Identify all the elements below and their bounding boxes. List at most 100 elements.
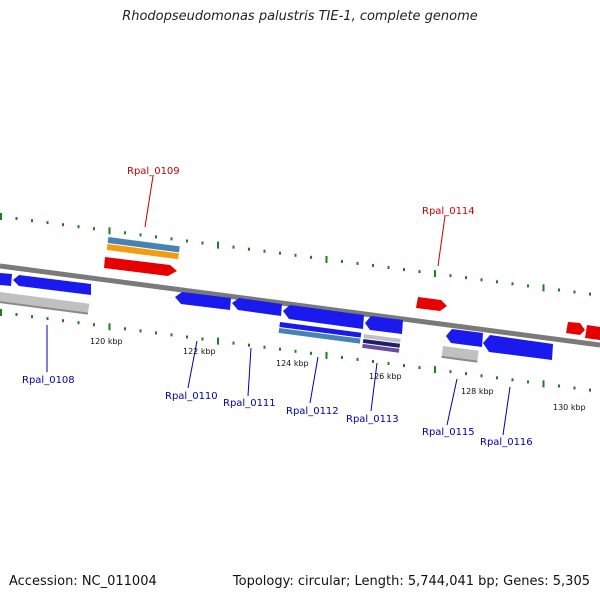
- gene-left-edge-arrow[interactable]: [0, 273, 12, 286]
- tick-mark: [403, 364, 405, 368]
- tick-mark: [496, 376, 498, 380]
- label-leaders: [46, 175, 511, 436]
- gene-label-rpal-0110[interactable]: Rpal_0110: [165, 391, 218, 402]
- feature-0108-gray-edge: [0, 300, 89, 315]
- feature-0113-navy[interactable]: [362, 338, 401, 348]
- tick-mark: [31, 315, 33, 319]
- feature-0113-gray[interactable]: [363, 334, 401, 343]
- tick-mark: [201, 337, 204, 341]
- gene-label-rpal-0111[interactable]: Rpal_0111: [223, 398, 276, 409]
- tick-label-128: 128 kbp: [461, 387, 494, 396]
- tick-mark: [46, 317, 49, 321]
- gene-right-edge-arrow-2[interactable]: [585, 325, 600, 340]
- tick-mark: [372, 360, 374, 363]
- tick-mark: [542, 284, 545, 292]
- tick-mark: [294, 253, 297, 257]
- tick-mark: [248, 247, 250, 251]
- gene-label-rpal-0116[interactable]: Rpal_0116: [480, 437, 533, 448]
- tick-mark: [201, 241, 204, 245]
- tick-mark: [232, 245, 235, 249]
- tick-mark: [170, 237, 173, 241]
- map-title: Rhodopseudomonas palustris TIE-1, comple…: [122, 9, 478, 24]
- tick-mark: [170, 333, 173, 337]
- gene-label-rpal-0115[interactable]: Rpal_0115: [422, 427, 475, 438]
- forward-features: [104, 237, 600, 340]
- gene-rpal-0109-arrow[interactable]: [104, 257, 177, 276]
- tick-mark: [77, 321, 80, 325]
- tick-mark: [108, 227, 111, 235]
- tick-mark: [527, 380, 529, 384]
- tick-mark: [0, 309, 2, 316]
- tick-mark: [62, 223, 64, 227]
- tick-mark: [558, 288, 560, 292]
- accession-text: Accession: NC_011004: [9, 574, 157, 589]
- tick-mark: [511, 378, 514, 382]
- tick-mark: [325, 255, 328, 263]
- tick-mark: [465, 372, 467, 376]
- tick-mark: [387, 266, 390, 269]
- tick-mark: [511, 282, 514, 286]
- tick-mark: [527, 284, 529, 288]
- tick-label-122: 122 kbp: [183, 347, 216, 356]
- reverse-features: [0, 273, 553, 363]
- tick-mark: [232, 341, 235, 345]
- gene-labels: Rpal_0109 Rpal_0114 Rpal_0108 Rpal_0110 …: [22, 166, 533, 448]
- tick-mark: [248, 343, 250, 347]
- feature-0109-steelblue[interactable]: [107, 237, 180, 253]
- tick-mark: [356, 261, 359, 265]
- tick-mark: [108, 323, 111, 331]
- tick-mark: [93, 323, 95, 327]
- tick-mark: [217, 241, 219, 249]
- gene-rpal-0108-arrow[interactable]: [13, 275, 91, 295]
- tick-mark: [449, 274, 452, 278]
- gene-rpal-0110-arrow[interactable]: [175, 292, 231, 310]
- gene-label-rpal-0112[interactable]: Rpal_0112: [286, 406, 339, 417]
- tick-label-130: 130 kbp: [553, 403, 586, 412]
- tick-mark: [310, 351, 312, 355]
- tick-mark: [341, 259, 343, 263]
- tick-mark: [418, 366, 421, 370]
- gene-rpal-0113-arrow[interactable]: [365, 316, 403, 334]
- genome-info-text: Topology: circular; Length: 5,744,041 bp…: [232, 574, 590, 589]
- tick-mark: [139, 233, 142, 237]
- gene-label-rpal-0108[interactable]: Rpal_0108: [22, 375, 75, 386]
- feature-0109-orange[interactable]: [106, 243, 179, 260]
- tick-mark: [341, 355, 343, 359]
- tick-mark: [294, 349, 297, 353]
- tick-mark: [0, 213, 2, 220]
- tick-mark: [62, 319, 64, 323]
- tick-mark: [155, 235, 157, 239]
- tick-mark: [15, 217, 18, 220]
- gene-rpal-0112-arrow[interactable]: [283, 305, 364, 329]
- gene-label-rpal-0109[interactable]: Rpal_0109: [127, 166, 180, 177]
- tick-mark: [155, 331, 157, 335]
- feature-0108-gray[interactable]: [0, 292, 90, 314]
- tick-mark: [186, 335, 188, 339]
- gene-rpal-0116-arrow[interactable]: [483, 335, 553, 360]
- feature-0112-steelblue[interactable]: [278, 327, 361, 344]
- tick-mark: [403, 268, 405, 272]
- tick-mark: [279, 347, 281, 351]
- tick-mark: [465, 276, 467, 280]
- tick-mark: [15, 313, 18, 316]
- tick-mark: [434, 270, 436, 278]
- gene-rpal-0115-arrow[interactable]: [446, 329, 483, 347]
- tick-mark: [496, 280, 498, 284]
- tick-mark: [387, 362, 390, 365]
- tick-mark: [124, 231, 126, 235]
- feature-0113-purple[interactable]: [362, 343, 400, 353]
- scale-labels: 120 kbp 122 kbp 124 kbp 126 kbp 128 kbp …: [90, 337, 586, 412]
- tick-mark: [558, 384, 560, 388]
- gene-right-edge-arrow-1[interactable]: [566, 322, 585, 335]
- feature-0112-blue[interactable]: [279, 322, 362, 338]
- tick-label-120: 120 kbp: [90, 337, 123, 346]
- gene-rpal-0111-arrow[interactable]: [232, 298, 282, 316]
- tick-mark: [124, 327, 126, 331]
- tick-label-124: 124 kbp: [276, 359, 309, 368]
- tick-mark: [263, 249, 266, 253]
- gene-rpal-0114-arrow[interactable]: [416, 297, 447, 311]
- tick-mark: [449, 370, 452, 374]
- gene-label-rpal-0114[interactable]: Rpal_0114: [422, 206, 475, 217]
- gene-label-rpal-0113[interactable]: Rpal_0113: [346, 414, 399, 425]
